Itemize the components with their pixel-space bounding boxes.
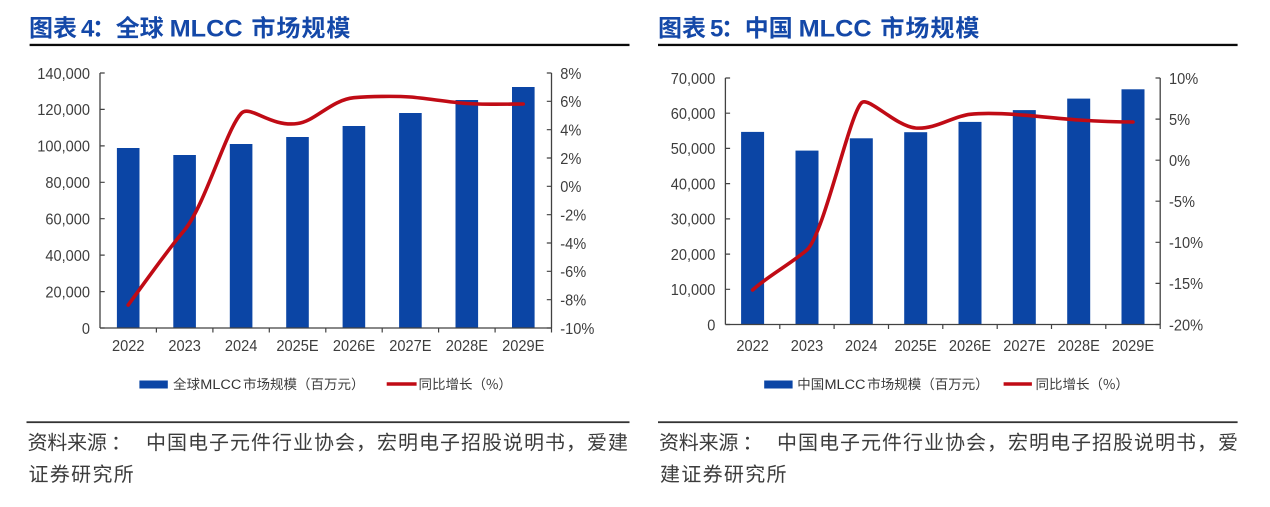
svg-text:-4%: -4% bbox=[560, 236, 586, 253]
svg-text:-2%: -2% bbox=[560, 207, 586, 224]
svg-text:0: 0 bbox=[707, 317, 715, 334]
svg-text:0%: 0% bbox=[560, 179, 581, 196]
svg-text:-20%: -20% bbox=[1169, 317, 1203, 334]
svg-text:MLCC: MLCC bbox=[799, 16, 872, 43]
svg-text:-6%: -6% bbox=[560, 264, 586, 281]
svg-text:2028E: 2028E bbox=[446, 338, 488, 355]
svg-text:30,000: 30,000 bbox=[671, 212, 716, 229]
svg-text:20,000: 20,000 bbox=[45, 284, 90, 301]
svg-text:2022: 2022 bbox=[736, 338, 769, 355]
svg-text:MLCC: MLCC bbox=[200, 377, 241, 392]
svg-text:MLCC: MLCC bbox=[825, 377, 866, 392]
svg-text:2023: 2023 bbox=[791, 338, 824, 355]
svg-text:0: 0 bbox=[82, 321, 90, 338]
svg-text:5: 5 bbox=[710, 16, 723, 43]
svg-text:5%: 5% bbox=[1169, 112, 1190, 129]
svg-text:2026E: 2026E bbox=[949, 338, 991, 355]
svg-text:60,000: 60,000 bbox=[45, 212, 90, 229]
svg-text:20,000: 20,000 bbox=[671, 247, 716, 264]
svg-text:2028E: 2028E bbox=[1058, 338, 1100, 355]
svg-text:140,000: 140,000 bbox=[37, 66, 90, 83]
svg-text:80,000: 80,000 bbox=[45, 175, 90, 192]
svg-text:-8%: -8% bbox=[560, 292, 586, 309]
svg-text:10%: 10% bbox=[1169, 71, 1198, 88]
svg-text:50,000: 50,000 bbox=[671, 141, 716, 158]
svg-text:2029E: 2029E bbox=[502, 338, 544, 355]
svg-text:40,000: 40,000 bbox=[45, 248, 90, 265]
svg-text:2025E: 2025E bbox=[276, 338, 318, 355]
svg-text:2026E: 2026E bbox=[333, 338, 375, 355]
svg-text:0%: 0% bbox=[1169, 153, 1190, 170]
svg-text:2%: 2% bbox=[560, 151, 581, 168]
svg-text:2024: 2024 bbox=[225, 338, 258, 355]
svg-text:6%: 6% bbox=[560, 94, 581, 111]
svg-text:-10%: -10% bbox=[1169, 235, 1203, 252]
svg-text:2029E: 2029E bbox=[1112, 338, 1154, 355]
svg-text:120,000: 120,000 bbox=[37, 102, 90, 119]
svg-text:2023: 2023 bbox=[168, 338, 201, 355]
svg-text:2022: 2022 bbox=[112, 338, 145, 355]
svg-text:2024: 2024 bbox=[845, 338, 878, 355]
svg-text:40,000: 40,000 bbox=[671, 176, 716, 193]
svg-text:MLCC: MLCC bbox=[170, 16, 243, 43]
svg-text:-15%: -15% bbox=[1169, 276, 1203, 293]
svg-text:8%: 8% bbox=[560, 66, 581, 83]
svg-text:2025E: 2025E bbox=[895, 338, 937, 355]
svg-text:-5%: -5% bbox=[1169, 194, 1195, 211]
svg-text:10,000: 10,000 bbox=[671, 282, 716, 299]
svg-text:60,000: 60,000 bbox=[671, 106, 716, 123]
svg-text:4: 4 bbox=[81, 16, 95, 43]
svg-text:-10%: -10% bbox=[560, 321, 594, 338]
svg-text:2027E: 2027E bbox=[389, 338, 431, 355]
svg-text:2027E: 2027E bbox=[1003, 338, 1045, 355]
svg-text:70,000: 70,000 bbox=[671, 71, 716, 88]
svg-text:4%: 4% bbox=[560, 122, 581, 139]
svg-text:100,000: 100,000 bbox=[37, 139, 90, 156]
